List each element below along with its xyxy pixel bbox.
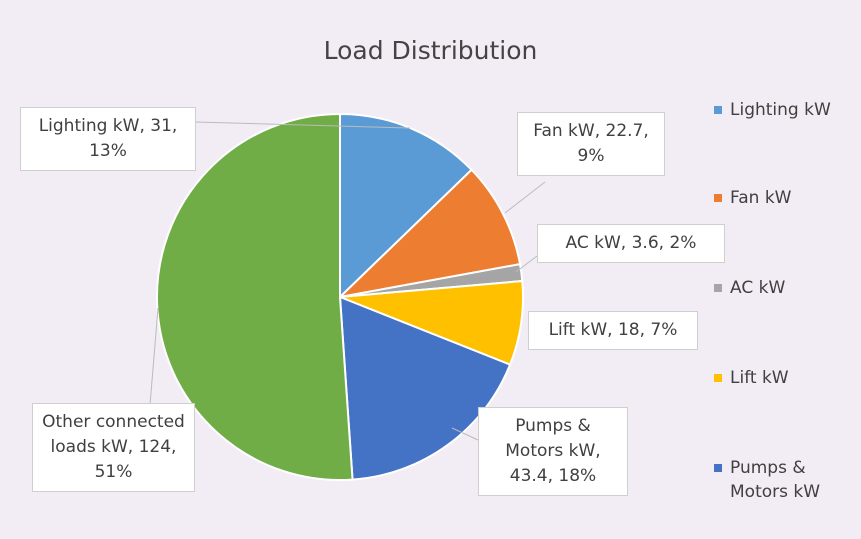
legend-item: Lift kW xyxy=(714,366,854,390)
legend-item: Lighting kW xyxy=(714,98,854,122)
leader-line xyxy=(194,121,411,129)
data-label: Lighting kW, 31, 13% xyxy=(20,107,196,171)
legend-swatch xyxy=(714,464,722,472)
data-label: Lift kW, 18, 7% xyxy=(528,311,698,350)
legend-swatch xyxy=(714,284,722,292)
leader-line xyxy=(149,307,159,406)
legend-swatch xyxy=(714,374,722,382)
chart-title: Load Distribution xyxy=(323,36,538,65)
pie-slice xyxy=(336,168,522,299)
legend-swatch xyxy=(714,194,722,202)
legend-item: AC kW xyxy=(714,276,854,300)
leader-line xyxy=(451,427,479,441)
legend-item: Pumps & Motors kW xyxy=(714,456,854,504)
pie-slice xyxy=(339,112,474,300)
leader-line xyxy=(504,181,546,214)
pie-slice xyxy=(156,112,354,481)
leader-line xyxy=(515,255,538,273)
legend-swatch xyxy=(714,106,722,114)
data-label: AC kW, 3.6, 2% xyxy=(537,224,725,263)
data-label: Pumps & Motors kW, 43.4, 18% xyxy=(478,407,628,496)
data-label: Fan kW, 22.7, 9% xyxy=(517,112,665,176)
legend-item: Fan kW xyxy=(714,186,854,210)
pie-slice xyxy=(338,295,512,481)
data-label: Other connected loads kW, 124, 51% xyxy=(32,403,195,492)
